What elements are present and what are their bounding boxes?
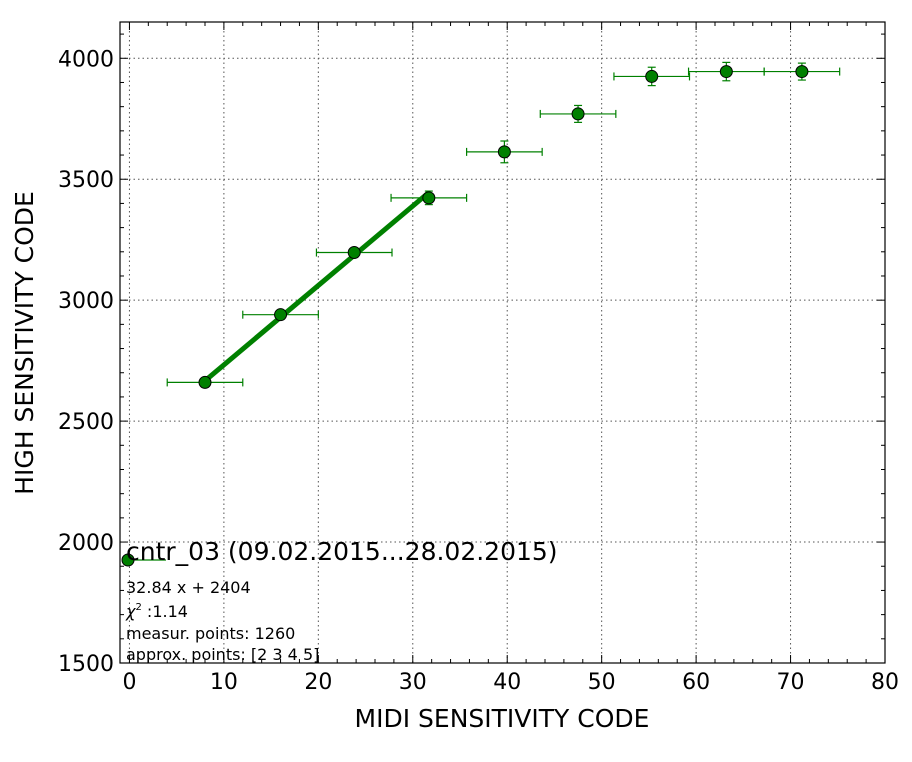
y-axis-label: HIGH SENSITIVITY CODE [10,191,39,495]
data-point [571,107,585,121]
legend-title: cntr_03 (09.02.2015...28.02.2015) [126,537,558,566]
x-tick-label: 50 [588,670,616,695]
minor-ticks [120,22,885,663]
data-point [497,145,511,159]
x-tick-label: 60 [682,670,710,695]
data-point [645,69,659,83]
grid-layer [120,22,885,663]
chi2-number: :1.14 [142,602,188,621]
x-tick-label: 20 [304,670,332,695]
chi2-superscript: 2 [135,602,141,613]
y-tick-label: 4000 [58,47,114,72]
y-tick-label: 1500 [58,652,114,677]
data-point [795,65,809,79]
y-tick-label: 2500 [58,410,114,435]
fit-line [203,190,431,383]
y-ticks: 1500 2000 2500 3000 3500 4000 [58,47,885,677]
data-point [422,191,436,205]
fit-equation: 32.84 x + 2404 [126,578,251,597]
y-tick-label: 2000 [58,531,114,556]
x-ticks: 0 10 20 30 40 50 60 70 80 [122,22,899,695]
x-tick-label: 10 [210,670,238,695]
point-layer [198,65,809,389]
plot-area [120,22,885,663]
x-tick-label: 80 [871,670,899,695]
y-tick-label: 3000 [58,289,114,314]
fit-layer [203,190,431,383]
x-tick-label: 40 [493,670,521,695]
data-point [198,375,212,389]
x-tick-label: 0 [122,670,136,695]
plot-frame [119,21,886,664]
data-point [347,246,361,260]
legend-marker [121,553,135,567]
x-tick-label: 70 [777,670,805,695]
chi2-symbol: χ [125,602,136,621]
x-tick-label: 30 [399,670,427,695]
x-axis-label: MIDI SENSITIVITY CODE [355,704,650,733]
data-point [719,65,733,79]
legend: cntr_03 (09.02.2015...28.02.2015) 32.84 … [121,537,558,664]
chi2-value: χ2 :1.14 [125,602,188,621]
approx-points: approx. points: [2 3 4 5] [126,645,319,664]
data-point [274,308,288,322]
y-tick-label: 3500 [58,168,114,193]
measurement-points: measur. points: 1260 [126,624,295,643]
